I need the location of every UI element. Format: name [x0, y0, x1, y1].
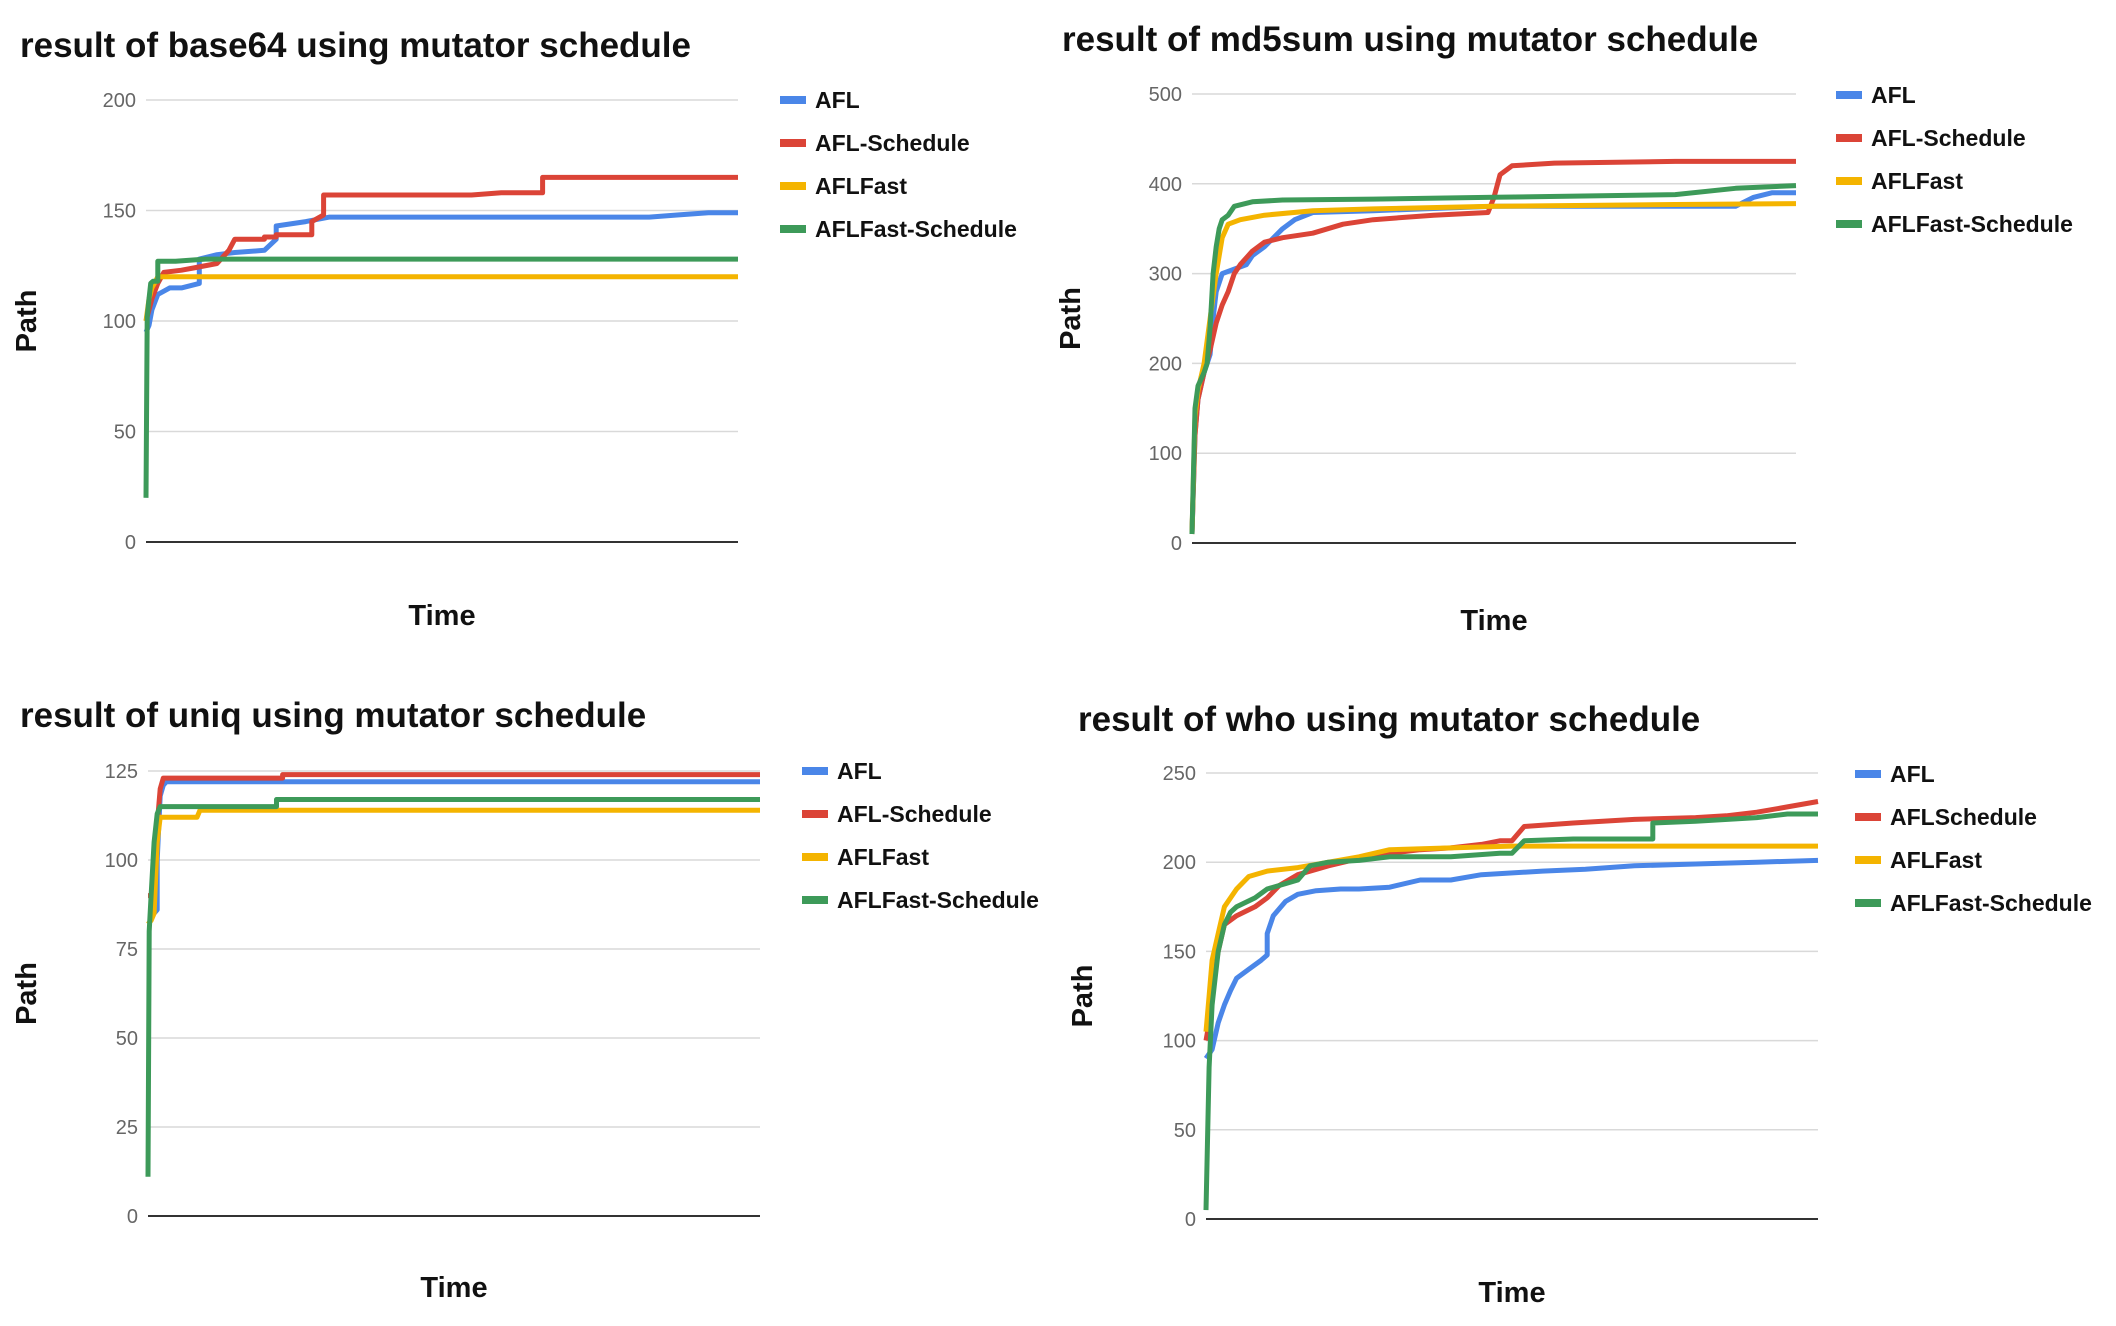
legend-label: AFL: [815, 87, 860, 113]
chart-svg: 0 50 100 150 200 250 Time Path AFL AFLSchedule AFL…: [1067, 761, 2092, 1309]
y-tick-label: 50: [114, 422, 136, 444]
y-tick-label: 400: [1149, 174, 1182, 196]
y-tick-label: 100: [1163, 1031, 1196, 1053]
y-tick-label: 150: [103, 201, 136, 223]
legend-swatch: [1855, 899, 1881, 907]
legend-label: AFLFast: [815, 173, 907, 199]
series-line-3: [1203, 811, 1818, 1211]
chart-title: result of uniq using mutator schedule: [20, 696, 647, 735]
legend-swatch: [802, 896, 828, 904]
series-line-3: [145, 797, 760, 1177]
y-tick-label: 250: [1163, 763, 1196, 785]
chart-panel-md5sum: result of md5sum using mutator schedule …: [1055, 0, 2116, 663]
legend-label: AFLFast: [837, 844, 929, 870]
legend-swatch: [802, 767, 828, 775]
legend-label: AFL-Schedule: [837, 801, 992, 827]
y-axis-title: Path: [11, 290, 43, 353]
y-axis-title: Path: [11, 962, 43, 1025]
series-line-2: [146, 807, 760, 926]
legend-swatch: [1855, 813, 1881, 821]
y-tick-label: 75: [116, 939, 138, 961]
series-line-1: [1203, 799, 1819, 1042]
series-line-1: [143, 174, 738, 322]
legend-swatch: [802, 810, 828, 818]
series-line-2: [1189, 201, 1797, 535]
y-tick-label: 200: [103, 90, 136, 112]
legend-label: AFLFast-Schedule: [1871, 211, 2073, 237]
series-line-0: [143, 210, 738, 334]
legend-swatch: [802, 853, 828, 861]
y-tick-label: 25: [116, 1117, 138, 1139]
legend-label: AFL: [1890, 761, 1935, 787]
series-line-2: [1203, 843, 1818, 1032]
legend-swatch: [780, 96, 806, 104]
y-tick-label: 50: [116, 1028, 138, 1050]
y-tick-label: 125: [105, 761, 138, 783]
y-axis-title: Path: [1067, 965, 1099, 1028]
legend-label: AFLFast: [1890, 847, 1982, 873]
legend-swatch: [1836, 134, 1862, 142]
y-tick-label: 50: [1174, 1120, 1196, 1142]
y-tick-label: 100: [1149, 443, 1182, 465]
y-tick-label: 0: [1185, 1209, 1196, 1231]
chart-title: result of base64 using mutator schedule: [20, 26, 691, 65]
series-line-1: [1189, 158, 1796, 535]
chart-title: result of md5sum using mutator schedule: [1062, 20, 1759, 59]
legend-label: AFLSchedule: [1890, 804, 2037, 830]
legend-label: AFL: [1871, 82, 1916, 108]
series-line-1: [148, 772, 760, 899]
series-line-0: [1203, 857, 1819, 1060]
legend-swatch: [780, 182, 806, 190]
y-tick-label: 0: [127, 1206, 138, 1228]
legend-label: AFLFast-Schedule: [815, 216, 1017, 242]
y-tick-label: 0: [1171, 533, 1182, 555]
chart-svg: 0 100 200 300 400 500 Time Path AFL AFL-Schedule A…: [1055, 82, 2073, 637]
y-tick-label: 0: [125, 532, 136, 554]
x-axis-title: Time: [420, 1272, 487, 1304]
chart-svg: 0 50 100 150 200 Time Path AFL AFL-Schedule AFLFa…: [11, 87, 1017, 632]
x-axis-title: Time: [408, 600, 475, 632]
y-tick-label: 200: [1149, 353, 1182, 375]
legend-swatch: [1836, 91, 1862, 99]
legend-label: AFL-Schedule: [815, 130, 970, 156]
chart-title: result of who using mutator schedule: [1078, 700, 1701, 739]
legend-swatch: [1836, 220, 1862, 228]
legend-swatch: [1836, 177, 1862, 185]
legend-swatch: [780, 139, 806, 147]
chart-svg: 0 25 50 75 100 125 Time Path AFL AFL-Schedule AFLF…: [11, 758, 1039, 1304]
chart-panel-who: result of who using mutator schedule 0 50…: [1058, 663, 2116, 1326]
x-axis-title: Time: [1460, 605, 1527, 637]
y-tick-label: 100: [103, 311, 136, 333]
legend-label: AFLFast: [1871, 168, 1963, 194]
series-line-3: [1189, 183, 1797, 535]
legend-label: AFL: [837, 758, 882, 784]
x-axis-title: Time: [1478, 1277, 1545, 1309]
series-line-3: [143, 256, 738, 498]
legend-swatch: [1855, 770, 1881, 778]
legend-label: AFLFast-Schedule: [837, 887, 1039, 913]
legend-swatch: [1855, 856, 1881, 864]
legend-label: AFL-Schedule: [1871, 125, 2026, 151]
y-tick-label: 100: [105, 850, 138, 872]
series-line-2: [143, 274, 738, 322]
chart-panel-uniq: result of uniq using mutator schedule 0 2…: [0, 663, 1058, 1326]
legend-label: AFLFast-Schedule: [1890, 890, 2092, 916]
y-tick-label: 150: [1163, 941, 1196, 963]
y-tick-label: 500: [1149, 84, 1182, 106]
y-axis-title: Path: [1055, 287, 1087, 350]
legend-swatch: [780, 225, 806, 233]
y-tick-label: 200: [1163, 852, 1196, 874]
chart-panel-base64: result of base64 using mutator schedule …: [0, 0, 1058, 663]
y-tick-label: 300: [1149, 264, 1182, 286]
